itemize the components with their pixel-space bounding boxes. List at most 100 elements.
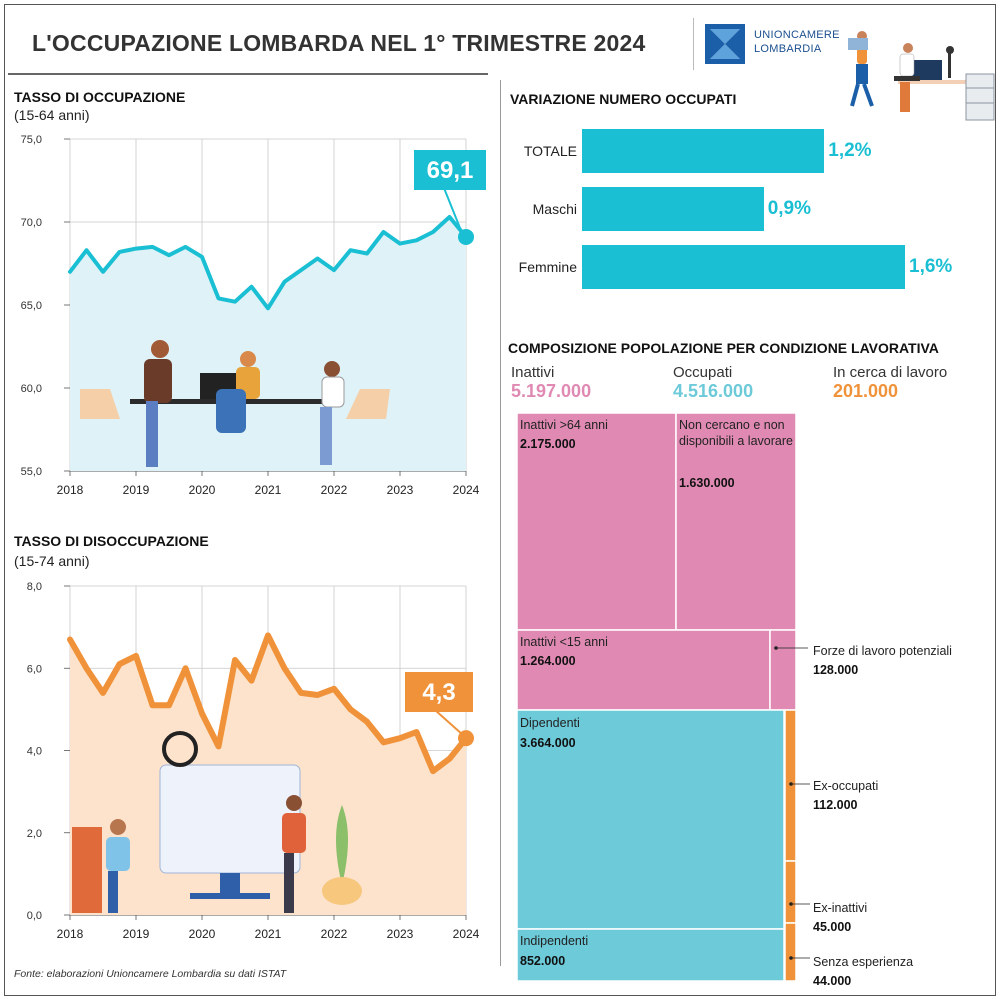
title-divider [8, 73, 488, 75]
data-point [398, 242, 402, 245]
data-point [448, 215, 451, 219]
data-point [415, 239, 418, 242]
callout-leader [443, 187, 463, 234]
data-point [68, 270, 72, 273]
data-point [68, 638, 72, 641]
data-point [382, 230, 385, 234]
treemap-value-ex-inattivi: 45.000 [813, 920, 852, 934]
person-body [144, 359, 172, 403]
x-tick-label: 2024 [453, 483, 480, 497]
callout-value: 4,3 [422, 679, 455, 706]
employment-title: TASSO DI OCCUPAZIONE [14, 89, 186, 105]
person-legs [320, 407, 332, 465]
data-point [299, 691, 303, 695]
treemap-value-senza-esperienza: 44.000 [813, 974, 852, 988]
unemployment-rate-chart: 8,0 6,0 4,0 2,0 0,0 4,3 2018 2019 2020 2021 2022 20… [27, 581, 480, 941]
callout-value: 69,1 [427, 157, 474, 184]
data-point [266, 634, 270, 637]
data-point [200, 255, 204, 259]
composition-title: COMPOSIZIONE POPOLAZIONE PER CONDIZIONE … [508, 340, 939, 356]
treemap-cell-forze-lavoro [769, 629, 797, 711]
logo-divider [693, 18, 694, 70]
data-point [118, 662, 121, 666]
x-tick-label: 2024 [453, 927, 480, 941]
legend-name-inattivi: Inattivi [511, 364, 555, 381]
data-point [151, 245, 154, 249]
data-point [316, 257, 319, 260]
legend-value-in-cerca: 201.000 [833, 381, 899, 401]
data-point [118, 250, 121, 254]
variation-bar [582, 187, 764, 231]
data-point [299, 268, 303, 272]
treemap-cell-inattivi-15 [516, 629, 771, 711]
plant-shape [336, 805, 348, 885]
x-tick-label: 2018 [57, 927, 84, 941]
treemap-label-indipendenti: Indipendenti [520, 934, 589, 948]
data-point [134, 654, 138, 658]
treemap-label-inattivi-15: Inattivi <15 anni [520, 635, 608, 649]
x-tick-label: 2021 [255, 927, 282, 941]
data-point [431, 230, 435, 234]
x-tick-label: 2022 [321, 483, 348, 497]
y-tick-label: 8,0 [27, 581, 42, 593]
data-point [85, 667, 88, 670]
data-point [365, 720, 369, 723]
data-point [398, 737, 402, 740]
chair-shape [346, 389, 390, 419]
data-point [151, 704, 154, 707]
data-point [332, 687, 336, 690]
monitor-stand [220, 873, 240, 895]
x-tick-label: 2021 [255, 483, 282, 497]
data-point [316, 693, 319, 697]
source-note: Fonte: elaborazioni Unioncamere Lombardi… [14, 968, 287, 980]
data-point [382, 741, 385, 744]
data-point [200, 712, 204, 715]
data-point [184, 667, 187, 670]
data-point [233, 300, 237, 303]
data-point [349, 249, 352, 252]
treemap-value-forze-lavoro: 128.000 [813, 663, 859, 677]
person-legs [108, 871, 118, 913]
plant-pot [322, 877, 362, 905]
callout-box [405, 672, 473, 712]
logo-wordmark: UNIONCAMERE LOMBARDIA [754, 28, 840, 56]
data-point [217, 745, 220, 748]
person-head [286, 795, 302, 811]
y-tick-label: 0,0 [27, 910, 42, 922]
treemap-label-ex-occupati: Ex-occupati [813, 779, 879, 793]
treemap-label-non-cercano: Non cercano e non disponibili a lavorare [679, 418, 793, 448]
y-tick-label: 4,0 [27, 746, 42, 758]
data-point [85, 249, 88, 252]
treemap-value-inattivi-15: 1.264.000 [520, 654, 576, 668]
callout-leader [434, 709, 463, 735]
bar-value-label: 1,6% [909, 256, 953, 277]
person-body [106, 837, 130, 871]
y-tick-label: 6,0 [27, 663, 42, 675]
treemap-value-inattivi-64: 2.175.000 [520, 437, 576, 451]
chair-shape [216, 389, 246, 433]
bar-value-label: 1,2% [828, 140, 872, 161]
meeting-illustration [80, 340, 390, 467]
person-legs [146, 401, 158, 467]
treemap-value-non-cercano: 1.630.000 [679, 476, 735, 490]
unemployment-subtitle: (15-74 anni) [14, 553, 90, 569]
logo-line-1: UNIONCAMERE [754, 29, 840, 41]
logo-line-2: LOMBARDIA [754, 43, 822, 55]
data-point [415, 730, 418, 734]
treemap-label-dipendenti: Dipendenti [520, 716, 580, 730]
bar-label: Maschi [532, 201, 577, 217]
variation-bar [582, 245, 905, 289]
unioncamere-logo-icon [705, 24, 745, 64]
x-tick-label: 2018 [57, 483, 84, 497]
data-point [101, 691, 105, 695]
person-head [324, 361, 340, 377]
data-point [431, 769, 435, 773]
variation-title: VARIAZIONE NUMERO OCCUPATI [510, 91, 737, 107]
y-tick-label: 65,0 [21, 300, 42, 312]
infographic-frame [4, 4, 996, 996]
y-tick-label: 60,0 [21, 383, 42, 395]
data-point [217, 297, 220, 300]
chair-shape [80, 389, 120, 419]
treemap-label-forze-lavoro: Forze di lavoro potenziali [813, 644, 952, 658]
treemap-cell-dipendenti [516, 709, 785, 930]
